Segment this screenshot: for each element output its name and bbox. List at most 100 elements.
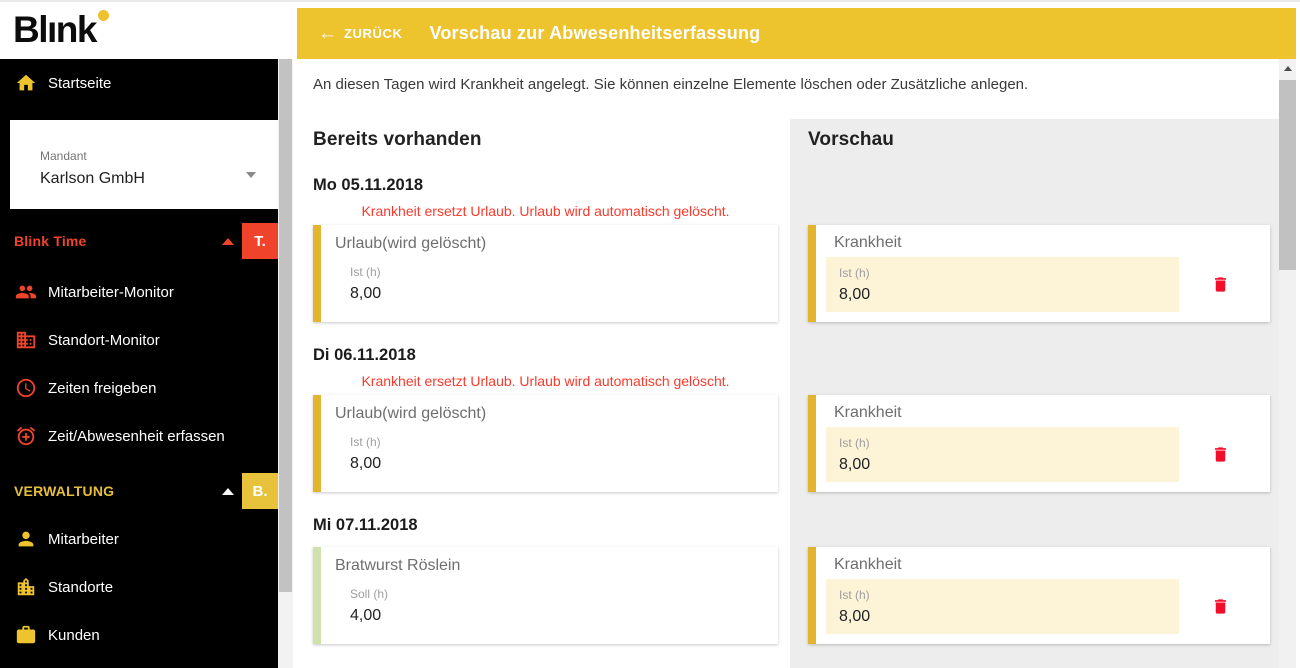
building-monitor-icon — [14, 328, 38, 352]
metric-value: 8,00 — [350, 455, 382, 472]
day-date: Mo 05.11.2018 — [313, 176, 424, 194]
sidebar-item-label: Zeit/Abwesenheit erfassen — [48, 427, 225, 445]
city-icon — [14, 575, 38, 599]
alarm-plus-icon — [14, 424, 38, 448]
logo-text: Blınk — [13, 9, 97, 50]
sidebar-item-label: Mitarbeiter-Monitor — [48, 283, 174, 301]
metric-label: Ist (h) — [839, 436, 870, 450]
day-warning: Krankheit ersetzt Urlaub. Urlaub wird au… — [361, 203, 730, 219]
sidebar-item-standorte[interactable]: Standorte — [0, 563, 278, 611]
section-badge-b: B. — [242, 473, 278, 509]
day-row-preview: Krankheit Ist (h) 8,00 — [790, 492, 1279, 644]
existing-card: Urlaub(wird gelöscht) Ist (h) 8,00 — [313, 225, 778, 322]
logo-dot-icon — [97, 10, 109, 21]
sidebar-item-mitarbeiter[interactable]: Mitarbeiter — [0, 515, 278, 563]
trash-icon — [1211, 596, 1230, 617]
sidebar-item-mitarbeiter-monitor[interactable]: Mitarbeiter-Monitor — [0, 268, 278, 316]
preview-highlight: Ist (h) 8,00 — [826, 427, 1179, 482]
metric-label: Ist (h) — [350, 435, 381, 449]
comparison-grid: Bereits vorhanden Vorschau Mo 05.11.2018… — [293, 119, 1279, 644]
section-blink-time[interactable]: Blink Time T. — [0, 223, 278, 259]
main-scrollbar-thumb[interactable] — [1279, 80, 1296, 270]
day-row-preview: Krankheit Ist (h) 8,00 — [790, 151, 1279, 322]
person-icon — [14, 527, 38, 551]
card-title: Urlaub(wird gelöscht) — [335, 235, 487, 252]
section-badge-t: T. — [242, 223, 278, 259]
preview-card: Krankheit Ist (h) 8,00 — [808, 225, 1270, 322]
sidebar: Startseite Mandant Karlson GmbH Blink Ti… — [0, 59, 278, 668]
metric-value: 8,00 — [839, 608, 871, 625]
day-row-preview: Krankheit Ist (h) 8,00 — [790, 322, 1279, 492]
preview-highlight: Ist (h) 8,00 — [826, 579, 1179, 634]
mandant-value: Karlson GmbH — [40, 170, 145, 187]
sidebar-scrollbar-thumb[interactable] — [279, 59, 292, 592]
sidebar-item-partial[interactable] — [0, 659, 278, 668]
page-title: Vorschau zur Abwesenheitserfassung — [429, 23, 761, 43]
metric-value: 8,00 — [839, 456, 871, 473]
sidebar-item-standort-monitor[interactable]: Standort-Monitor — [0, 316, 278, 364]
preview-card: Krankheit Ist (h) 8,00 — [808, 547, 1270, 644]
main-scrollbar[interactable] — [1279, 59, 1296, 668]
metric-label: Ist (h) — [839, 266, 870, 280]
existing-card: Bratwurst Röslein Soll (h) 4,00 — [313, 547, 778, 644]
left-column-heading: Bereits vorhanden — [313, 129, 482, 150]
home-icon — [14, 71, 38, 95]
delete-button[interactable] — [1202, 267, 1238, 303]
right-column-heading: Vorschau — [808, 129, 894, 150]
metric-value: 4,00 — [350, 607, 382, 624]
section-verwaltung[interactable]: VERWALTUNG B. — [0, 473, 278, 509]
description-text: An diesen Tagen wird Krankheit angelegt.… — [313, 76, 1029, 93]
sidebar-scrollbar[interactable] — [278, 59, 293, 668]
mandant-select[interactable]: Mandant Karlson GmbH — [10, 120, 278, 209]
delete-button[interactable] — [1202, 589, 1238, 625]
scroll-up-icon — [1283, 66, 1292, 71]
scroll-up-button[interactable] — [1279, 59, 1296, 78]
briefcase-icon — [14, 623, 38, 647]
trash-icon — [1211, 274, 1230, 295]
day-date: Mi 07.11.2018 — [313, 516, 418, 534]
card-title: Urlaub(wird gelöscht) — [335, 405, 487, 422]
collapse-arrow-icon[interactable] — [222, 238, 234, 245]
sidebar-item-label: Mitarbeiter — [48, 530, 119, 548]
right-edge — [1296, 59, 1300, 668]
sidebar-item-label: Zeiten freigeben — [48, 379, 157, 397]
metric-value: 8,00 — [839, 286, 871, 303]
sidebar-item-zeiten-freigeben[interactable]: Zeiten freigeben — [0, 364, 278, 412]
card-title: Krankheit — [834, 234, 902, 251]
mandant-label: Mandant — [40, 149, 87, 163]
metric-value: 8,00 — [350, 285, 382, 302]
preview-card: Krankheit Ist (h) 8,00 — [808, 395, 1270, 492]
metric-label: Ist (h) — [350, 265, 381, 279]
sidebar-item-startseite[interactable]: Startseite — [0, 59, 278, 107]
main-content: An diesen Tagen wird Krankheit angelegt.… — [293, 59, 1279, 668]
day-date: Di 06.11.2018 — [313, 346, 416, 364]
verwaltung-items: Mitarbeiter Standorte Kunden — [0, 509, 278, 668]
section-title: VERWALTUNG — [14, 483, 115, 499]
card-title: Krankheit — [834, 556, 902, 573]
day-row: Mo 05.11.2018 Krankheit ersetzt Urlaub. … — [293, 151, 790, 322]
existing-card: Urlaub(wird gelöscht) Ist (h) 8,00 — [313, 395, 778, 492]
top-bar: Blınk ← ZURÜCK Vorschau zur Abwesenheits… — [0, 2, 1300, 59]
sidebar-item-zeit-abwesenheit-erfassen[interactable]: Zeit/Abwesenheit erfassen — [0, 412, 278, 460]
sidebar-item-label: Startseite — [48, 74, 112, 92]
clock-icon — [14, 376, 38, 400]
sidebar-item-kunden[interactable]: Kunden — [0, 611, 278, 659]
metric-label: Ist (h) — [839, 588, 870, 602]
back-button[interactable]: ← ZURÜCK — [318, 24, 402, 43]
people-icon — [14, 280, 38, 304]
sidebar-item-label: Kunden — [48, 626, 100, 644]
metric-label: Soll (h) — [350, 587, 389, 601]
day-warning: Krankheit ersetzt Urlaub. Urlaub wird au… — [361, 373, 730, 389]
sidebar-item-label: Standort-Monitor — [48, 331, 160, 349]
blink-time-items: Mitarbeiter-Monitor Standort-Monitor Zei… — [0, 259, 278, 460]
collapse-arrow-icon[interactable] — [222, 488, 234, 495]
trash-icon — [1211, 444, 1230, 465]
preview-highlight: Ist (h) 8,00 — [826, 257, 1179, 312]
chevron-down-icon — [246, 172, 256, 178]
back-arrow-icon: ← — [318, 23, 337, 44]
card-title: Bratwurst Röslein — [335, 557, 461, 574]
app-header: ← ZURÜCK Vorschau zur Abwesenheitserfass… — [297, 8, 1296, 59]
logo: Blınk — [0, 2, 293, 59]
delete-button[interactable] — [1202, 437, 1238, 473]
